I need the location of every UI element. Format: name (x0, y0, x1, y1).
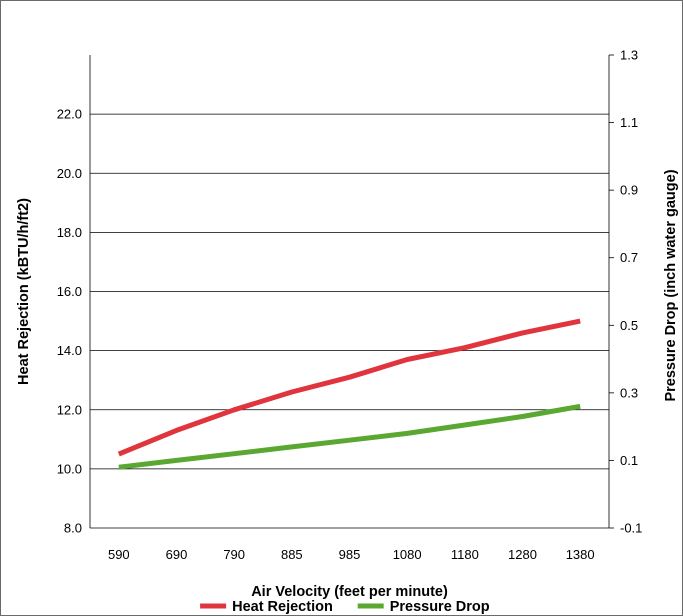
x-tick-label: 885 (281, 547, 303, 562)
y2-tick-label: 0.9 (620, 183, 638, 198)
y-axis-title: Heat Rejection (kBTU/h/ft2) (16, 198, 32, 385)
gridlines (90, 113, 609, 470)
x-axis-title: Air Velocity (feet per minute) (251, 584, 448, 600)
series-lines (117, 318, 581, 470)
x-tick-label: 1080 (393, 547, 422, 562)
y2-axis-title: Pressure Drop (inch water gauge) (663, 169, 679, 401)
x-tick-label: 690 (166, 547, 188, 562)
x-tick-label: 790 (223, 547, 245, 562)
right-y-tick-labels: -0.1 0.1 0.3 0.5 0.7 0.9 1.1 1.3 (620, 48, 642, 536)
y-tick-label: 12.0 (57, 402, 82, 417)
x-tick-label: 1180 (451, 547, 479, 562)
y2-tick-label: 0.5 (620, 318, 638, 333)
y2-tick-label: 0.7 (620, 250, 638, 265)
legend-label-heat-rejection: Heat Rejection (232, 599, 333, 615)
y-tick-label: 20.0 (57, 166, 82, 181)
y2-tick-label: 1.3 (620, 48, 638, 63)
x-tick-label: 590 (108, 547, 130, 562)
left-y-tick-labels: 8.0 10.0 12.0 14.0 16.0 18.0 20.0 22.0 (57, 107, 82, 536)
legend-label-pressure-drop: Pressure Drop (390, 599, 490, 615)
series-line-heat-rejection (117, 318, 581, 457)
axes (89, 54, 614, 529)
y-tick-label: 14.0 (57, 343, 82, 358)
y2-tick-label: 0.1 (620, 453, 638, 468)
x-tick-label: 1280 (508, 547, 537, 562)
x-tick-label: 985 (339, 547, 361, 562)
x-tick-labels: 590 690 790 885 985 1080 1180 1280 1380 (108, 547, 595, 562)
y2-tick-label: 0.3 (620, 385, 638, 400)
y-tick-label: 18.0 (57, 225, 82, 240)
y-tick-label: 16.0 (57, 284, 82, 299)
legend: Heat Rejection Pressure Drop (200, 599, 490, 615)
x-tick-label: 1380 (566, 547, 595, 562)
y2-tick-label: -0.1 (620, 521, 642, 536)
y-tick-label: 8.0 (64, 521, 82, 536)
y-tick-label: 22.0 (57, 107, 82, 122)
y-tick-label: 10.0 (57, 461, 82, 476)
series-line-pressure-drop (118, 403, 581, 470)
y2-tick-label: 1.1 (620, 115, 638, 130)
